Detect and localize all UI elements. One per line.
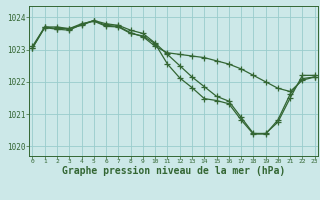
X-axis label: Graphe pression niveau de la mer (hPa): Graphe pression niveau de la mer (hPa) (62, 166, 285, 176)
